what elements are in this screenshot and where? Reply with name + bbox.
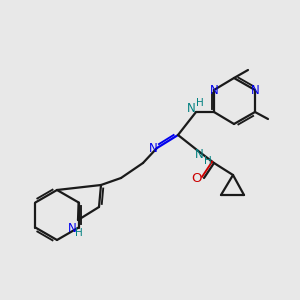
Text: H: H: [75, 228, 83, 238]
Text: H: H: [196, 98, 204, 108]
Text: N: N: [187, 101, 195, 115]
Text: H: H: [204, 156, 212, 166]
Text: N: N: [210, 83, 218, 97]
Text: N: N: [68, 221, 76, 235]
Text: N: N: [250, 83, 260, 97]
Text: O: O: [192, 172, 202, 185]
Text: N: N: [195, 148, 203, 161]
Text: N: N: [148, 142, 158, 155]
